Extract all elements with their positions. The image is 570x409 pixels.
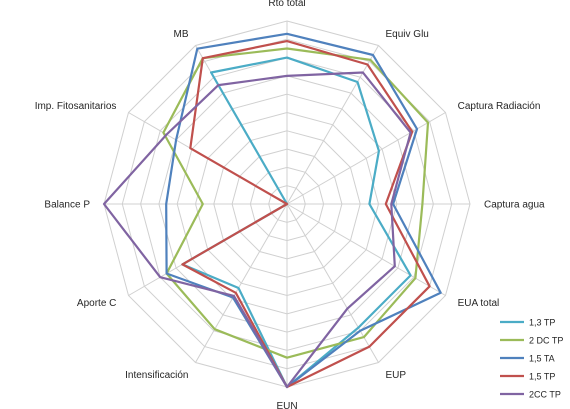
series-line-2cc-tp: [102, 71, 412, 389]
legend-entry: 2CC TP: [529, 390, 561, 400]
grid-spoke: [286, 45, 379, 205]
series-line-1-3-tp: [181, 56, 412, 389]
axis-label-balance-p: Balance P: [44, 200, 90, 211]
legend-entry: 1,3 TP: [529, 318, 555, 328]
axis-labels: Rto total Equiv Glu Captura Radiación Captu…: [35, 0, 545, 409]
grid-spoke: [286, 112, 446, 205]
axis-label-equiv-glu: Equiv Glu: [386, 29, 429, 40]
series-line-2-dc-tp: [162, 47, 430, 359]
axis-label-eun: EUN: [276, 401, 297, 409]
axis-label-imp-fitosanitarios: Imp. Fitosanitarios: [35, 101, 117, 112]
radar-series: [102, 32, 442, 389]
grid-spoke: [286, 203, 446, 296]
axis-label-captura-agua: Captura agua: [484, 200, 545, 211]
axis-label-eua-total: EUA total: [458, 298, 500, 309]
axis-label-captura-radiaci-n: Captura Radiación: [458, 101, 541, 112]
axis-label-mb: MB: [174, 29, 189, 40]
axis-label-eup: EUP: [386, 370, 407, 381]
grid-spoke: [286, 203, 379, 363]
axis-label-rto-total: Rto total: [268, 0, 305, 9]
axis-label-intensificaci-n: Intensificación: [125, 370, 188, 381]
grid-spoke: [195, 203, 288, 363]
axis-label-aporte-c: Aporte C: [77, 298, 116, 309]
legend: 1,3 TP 2 DC TP 1,5 TA 1,5 TP 2CC TP: [500, 318, 563, 400]
legend-entry: 2 DC TP: [529, 336, 563, 346]
legend-entry: 1,5 TP: [529, 372, 555, 382]
legend-entry: 1,5 TA: [529, 354, 555, 364]
